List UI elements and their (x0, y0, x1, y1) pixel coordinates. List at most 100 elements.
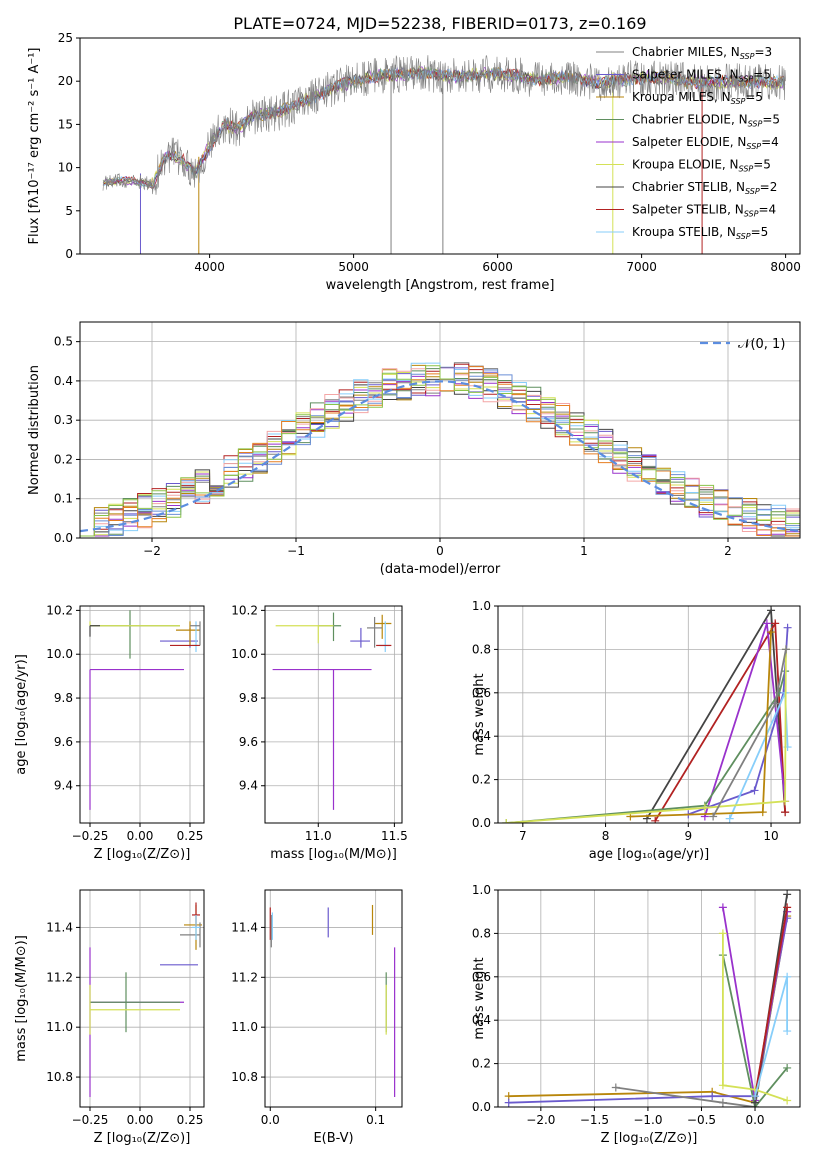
weight-series-line (506, 649, 787, 823)
residuals-plot-area (80, 322, 800, 538)
weight-point-marker (781, 645, 790, 654)
age-vs-Z-plot-area (80, 606, 204, 823)
x-tick-label: 7 (519, 829, 527, 843)
x-tick-label: 11.5 (381, 829, 408, 843)
age-vs-mass-axes: 11.0 11.5 9.4 9.6 9.8 10.0 10.2 mass [log₁₀(M/M… (231, 603, 407, 862)
weight-point-marker (767, 606, 776, 615)
weight-series-line (722, 954, 788, 1107)
y-tick-label: 0.5 (54, 335, 73, 349)
y-tick-label: 9.4 (54, 779, 73, 793)
weight-point-marker (771, 619, 780, 628)
x-tick-label: 0.0 (745, 1113, 764, 1127)
y-tick-label: 25 (58, 31, 73, 45)
y-axis-label: mass weight (472, 957, 487, 1039)
y-tick-label: 9.8 (54, 691, 73, 705)
weight-point-marker (504, 1098, 513, 1107)
y-tick-label: 10.8 (231, 1070, 258, 1084)
y-tick-label: 11.2 (46, 970, 73, 984)
weight-point-marker (709, 812, 718, 821)
y-tick-label: 15 (58, 117, 73, 131)
y-tick-label: 9.8 (239, 691, 258, 705)
x-axis-label: Z [log₁₀(Z/Z⊙)] (94, 847, 191, 862)
x-tick-label: 0.1 (366, 1113, 385, 1127)
mass-vs-ebv-plot-area (265, 890, 402, 1107)
figure-title: PLATE=0724, MJD=52238, FIBERID=0173, z=0… (233, 14, 646, 33)
x-axis-label: wavelength [Angstrom, rest frame] (326, 278, 555, 293)
y-tick-label: 5 (65, 204, 73, 218)
y-tick-label: 0.6 (472, 686, 491, 700)
weight-point-marker (781, 808, 790, 817)
x-axis-label: E(B-V) (313, 1131, 353, 1146)
x-tick-label: 0 (436, 544, 444, 558)
axes-frame (497, 889, 801, 1108)
y-tick-label: 1.0 (472, 883, 491, 897)
weight-point-marker (783, 972, 792, 981)
weight-point-marker (718, 1098, 727, 1107)
y-tick-label: 9.4 (239, 779, 258, 793)
weight-series-line (506, 670, 786, 823)
x-tick-label: 8000 (770, 260, 801, 274)
x-tick-label: 1 (580, 544, 588, 558)
axes-frame (79, 321, 801, 539)
age-vs-Z-axes: −0.25 0.00 0.25 9.4 9.6 9.8 10.0 10.2 Z [log₁₀(Z… (14, 603, 205, 862)
legend-entry: 𝒩(0, 1) (738, 337, 785, 352)
x-tick-label: −1 (287, 544, 305, 558)
y-tick-label: 10.2 (46, 603, 73, 617)
y-tick-label: 0.2 (472, 773, 491, 787)
x-axis-label: Z [log₁₀(Z/Z⊙)] (601, 1131, 698, 1146)
x-tick-label: 0.25 (177, 1113, 204, 1127)
y-tick-label: 9.6 (239, 735, 258, 749)
weight-point-marker (718, 1081, 727, 1090)
x-tick-label: −2.0 (526, 1113, 555, 1127)
axes-frame (264, 605, 403, 824)
weight-point-marker (651, 816, 660, 823)
y-tick-label: 11.2 (231, 970, 258, 984)
age-vs-mass-plot-area (265, 606, 402, 823)
y-tick-label: 10 (58, 161, 73, 175)
weight-point-marker (783, 890, 792, 899)
x-tick-label: 5000 (338, 260, 369, 274)
y-tick-label: 9.6 (54, 735, 73, 749)
y-tick-label: 11.4 (231, 920, 258, 934)
weight-point-marker (783, 1063, 792, 1072)
spectrum-series-line (102, 55, 786, 195)
mass-vs-ebv-axes: 0.0 0.1 10.8 11.0 11.2 11.4 E(B-V) (231, 889, 403, 1146)
y-tick-label: 0.0 (54, 531, 73, 545)
weight-vs-age-axes: 7 8 9 10 0.0 0.2 0.4 0.6 0.8 1.0 age [log₁₀(age/yr… (472, 599, 801, 862)
x-tick-label: 4000 (194, 260, 225, 274)
y-tick-label: 0.2 (54, 452, 73, 466)
x-axis-label: Z [log₁₀(Z/Z⊙)] (94, 1131, 191, 1146)
mass-vs-Z-plot-area (80, 890, 204, 1107)
y-tick-label: 10.0 (46, 647, 73, 661)
x-tick-label: 0.0 (261, 1113, 280, 1127)
weight-vs-age-plot-area (498, 606, 800, 823)
weight-vs-Z-axes: −2.0 −1.5 −1.0 −0.5 0.0 0.0 0.2 0.4 0.6 0.8 1.0 Z [… (472, 883, 801, 1146)
y-tick-label: 20 (58, 74, 73, 88)
weight-point-marker (758, 808, 767, 817)
y-tick-label: 0.3 (54, 413, 73, 427)
x-tick-label: 9 (684, 829, 692, 843)
weight-point-marker (751, 1092, 760, 1101)
y-tick-label: 0.2 (472, 1057, 491, 1071)
x-tick-label: −0.25 (72, 1113, 109, 1127)
legend-entry: Salpeter STELIB, NSSP=4 (632, 203, 776, 219)
y-tick-label: 0.0 (472, 816, 491, 830)
y-axis-label: mass [log₁₀(M/M⊙)] (14, 935, 29, 1062)
plot-layer: 4000 5000 6000 7000 80000510152025wavelength… (14, 31, 801, 1146)
y-tick-label: 0.4 (54, 374, 73, 388)
y-tick-label: 0.4 (472, 1013, 491, 1027)
x-tick-label: 0.00 (127, 1113, 154, 1127)
weight-point-marker (783, 903, 792, 912)
y-tick-label: 11.0 (231, 1020, 258, 1034)
y-tick-label: 0.1 (54, 492, 73, 506)
weight-point-marker (611, 1083, 620, 1092)
weight-point-marker (718, 903, 727, 912)
weight-point-marker (762, 619, 771, 628)
x-tick-label: 10 (763, 829, 778, 843)
mass-vs-Z-axes: −0.25 0.00 0.25 10.8 11.0 11.2 11.4 Z [log₁₀(Z/… (14, 889, 205, 1146)
x-tick-label: −0.5 (687, 1113, 716, 1127)
x-tick-label: 8 (602, 829, 610, 843)
y-tick-label: 11.4 (46, 920, 73, 934)
weight-point-marker (502, 819, 511, 823)
